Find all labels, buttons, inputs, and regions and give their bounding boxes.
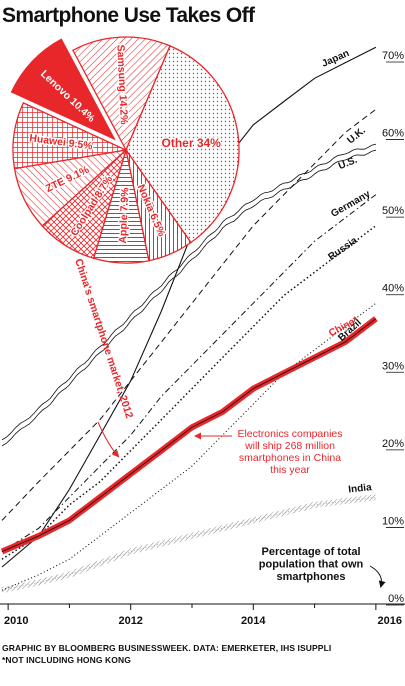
callout-line: Electronics companies — [237, 428, 342, 440]
y-tick-label: 10% — [382, 515, 404, 527]
annotation-line: smartphones — [276, 571, 345, 583]
y-tick-label: 30% — [382, 360, 404, 372]
chart-annotations: China's smartphone market, 2012 Electroni… — [72, 257, 386, 588]
callout-line: smartphones in China — [239, 452, 341, 464]
series-line-brazil — [1, 302, 377, 591]
x-tick-label: 2014 — [241, 615, 266, 627]
pie-slice-label: Samsung 14.2% — [114, 44, 130, 125]
series-label: India — [348, 482, 373, 495]
page-title: Smartphone Use Takes Off — [2, 4, 255, 27]
chart-axes: 2010 2012 2014 2016 0% 10% 20% 30% 40% 50% 60% 70% — [0, 50, 405, 627]
annotation-line: population that own — [259, 559, 364, 571]
series-line-india-edge — [1, 496, 376, 591]
series-line-us-upper — [1, 143, 376, 441]
pie-slice — [10, 38, 116, 141]
pie-slice — [125, 45, 240, 244]
source-credit: GRAPHIC BY BLOOMBERG BUSINESSWEEK. DATA:… — [2, 643, 332, 653]
annotation-arrow — [369, 565, 386, 588]
pie-slice-label: Apple 7.9% — [117, 187, 131, 244]
series-label: Germany — [329, 188, 372, 219]
callout-line: this year — [270, 464, 310, 476]
series-label: Japan — [320, 48, 351, 70]
pie-caption: China's smartphone market, 2012 — [72, 257, 135, 420]
series-line-uk — [1, 108, 377, 521]
pie-slice — [12, 102, 129, 170]
series-line-russia — [1, 225, 377, 560]
series-line-china-core — [1, 318, 377, 552]
annotation-line: Percentage of total — [261, 546, 360, 558]
y-tick-label: 50% — [382, 205, 404, 217]
x-tick-label: 2012 — [118, 615, 142, 627]
series-line-us-lower — [1, 149, 376, 447]
market-share-pie: Samsung 14.2%Other 34%Nokia 6.5%Apple 7.… — [10, 36, 240, 264]
china-footnote: *NOT INCLUDING HONG KONG — [2, 655, 131, 665]
x-tick-label: 2010 — [4, 615, 28, 627]
callout-text: Electronics companies will ship 268 milli… — [237, 428, 342, 476]
series-label: Russia — [326, 235, 360, 263]
series-label: U.S. — [337, 155, 359, 173]
callout-line: will ship 268 million — [244, 440, 335, 452]
y-tick-label: 0% — [388, 593, 404, 605]
y-tick-label: 40% — [382, 283, 404, 295]
series-lines — [0, 46, 378, 594]
smartphone-chart: 2010 2012 2014 20160%10%20%30%40%50%60%70% … — [0, 36, 405, 627]
pie-slice-label: Other 34% — [161, 136, 221, 150]
y-tick-label: 70% — [382, 50, 404, 62]
pie-caption-arrow — [97, 421, 120, 458]
pie-slice — [72, 36, 171, 152]
y-tick-label: 60% — [382, 128, 404, 140]
series-label: U.K. — [345, 125, 368, 146]
series-line-germany — [1, 194, 377, 552]
axis-annotation: Percentage of total population that own sm… — [259, 546, 364, 583]
y-tick-label: 20% — [382, 438, 404, 450]
x-tick-label: 2016 — [378, 615, 402, 627]
